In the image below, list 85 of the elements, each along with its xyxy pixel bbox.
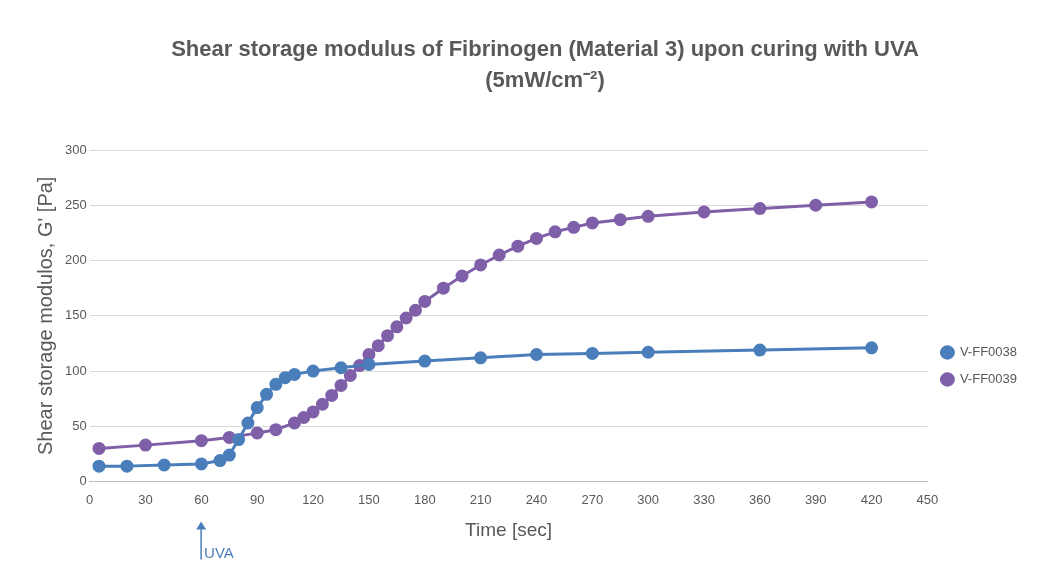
- point: [529, 231, 543, 245]
- legend-label: V-FF0038: [959, 344, 1018, 360]
- point: [343, 368, 357, 382]
- point: [567, 220, 581, 234]
- x-tick-label: 240: [525, 491, 548, 507]
- point: [809, 198, 823, 212]
- point: [408, 303, 422, 317]
- x-axis-title: Time [sec]: [465, 518, 553, 540]
- x-tick-label: 30: [138, 491, 153, 507]
- point: [250, 426, 264, 440]
- point: [250, 401, 264, 415]
- x-tick-label: 300: [637, 491, 660, 507]
- y-tick-label: 50: [72, 417, 87, 433]
- point: [455, 269, 469, 283]
- y-tick-label: 300: [64, 141, 87, 157]
- x-tick-label: 150: [358, 491, 380, 507]
- point: [287, 367, 301, 381]
- point: [306, 364, 320, 378]
- point: [232, 433, 246, 447]
- point: [241, 416, 255, 430]
- y-tick-label: 150: [64, 307, 87, 323]
- x-tick-label: 120: [302, 491, 324, 507]
- x-tick-label: 420: [860, 491, 883, 507]
- point: [139, 438, 153, 452]
- point: [362, 347, 376, 361]
- x-tick-label: 450: [916, 491, 939, 507]
- point: [260, 387, 274, 401]
- y-tick-label: 250: [64, 196, 87, 212]
- x-tick-label: 60: [194, 491, 209, 507]
- point: [753, 343, 767, 357]
- point: [390, 320, 404, 334]
- x-tick-label: 180: [413, 491, 436, 507]
- legend-label: V-FF0039: [959, 371, 1018, 387]
- point: [641, 345, 655, 359]
- x-tick-label: 360: [749, 491, 771, 507]
- x-tick-label: 210: [469, 491, 492, 507]
- point: [753, 202, 767, 216]
- point: [613, 213, 627, 227]
- point: [399, 311, 413, 325]
- y-tick-label: 0: [79, 473, 87, 489]
- point: [474, 351, 488, 365]
- point: [418, 294, 432, 308]
- y-axis-title: Shear storage modulos, G' [Pa]: [33, 176, 56, 456]
- point: [287, 416, 301, 430]
- text: UVA: [204, 544, 234, 562]
- chart-title: Shear storage modulus of Fibrinogen (Material 3) upon curing with UVA (5mW/cm⁻²): [170, 35, 920, 94]
- x-tick-label: 270: [581, 491, 604, 507]
- point: [511, 239, 525, 253]
- point: [381, 329, 395, 343]
- point: [194, 434, 208, 448]
- point: [492, 248, 506, 262]
- point: [325, 388, 339, 402]
- point: [362, 357, 376, 371]
- point: [278, 371, 292, 385]
- point: [222, 448, 236, 462]
- point: [436, 281, 450, 295]
- point: [157, 458, 171, 472]
- point: [548, 225, 562, 239]
- x-tick-label: 390: [804, 491, 827, 507]
- point: [865, 195, 879, 209]
- point: [92, 459, 106, 473]
- point: [315, 397, 329, 411]
- point: [529, 347, 543, 361]
- point: [474, 258, 488, 272]
- point: [334, 361, 348, 375]
- x-tick-label: 330: [693, 491, 715, 507]
- point: [269, 423, 283, 437]
- point: [306, 405, 320, 419]
- point: [213, 454, 227, 468]
- point: [297, 410, 311, 424]
- point: [585, 346, 599, 360]
- point: [697, 205, 711, 219]
- point: [92, 441, 106, 455]
- y-tick-label: 200: [64, 252, 87, 268]
- point: [269, 377, 283, 391]
- point: [334, 378, 348, 392]
- point: [194, 457, 208, 471]
- point: [641, 209, 655, 223]
- x-tick-label: 90: [250, 491, 265, 507]
- point: [418, 354, 432, 368]
- point: [585, 216, 599, 230]
- y-tick-label: 100: [64, 362, 87, 378]
- point: [865, 341, 879, 355]
- point: [120, 459, 134, 473]
- point: [371, 339, 385, 353]
